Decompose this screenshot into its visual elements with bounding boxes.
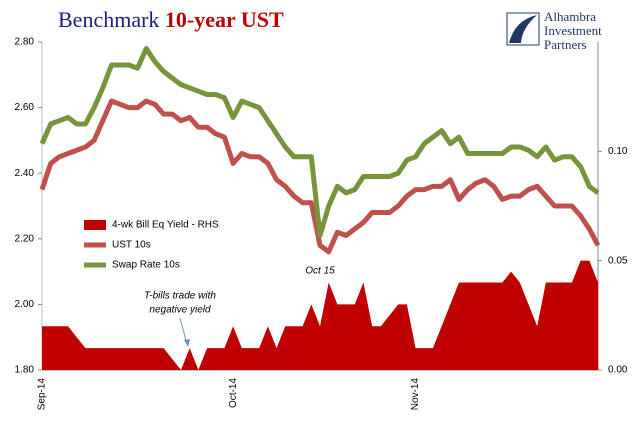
chart-title: Benchmark 10-year UST [58,7,284,32]
logo-mark [509,15,537,43]
y-tick-label: 2.00 [15,299,35,310]
area [42,260,598,370]
y2-tick-label: 0.00 [608,365,628,376]
title-highlight: 10-year UST [165,7,284,32]
y-tick-label: 2.80 [15,37,35,48]
title-main: Benchmark [58,7,159,32]
annotation: Oct 15 [305,266,335,277]
annotation-arrowhead [184,339,190,347]
x-tick-label: Nov-14 [410,378,421,411]
legend-label: 4-wk Bill Eq Yield - RHS [112,220,219,231]
x-tick-label: Oct-14 [228,378,239,408]
line [39,46,600,239]
y2-tick-label: 0.05 [608,255,628,266]
annotation: T-bills trade with [144,291,216,302]
line [39,98,601,255]
logo-text: Alhambra [544,9,596,24]
x-tick-label: Sep-14 [37,378,48,411]
y-tick-label: 2.20 [15,233,35,244]
legend-swatch [84,220,106,230]
legend-label: UST 10s [112,240,151,251]
logo-text: Investment [544,23,602,38]
y-tick-label: 2.60 [15,102,35,113]
logo-text: Partners [544,37,587,52]
legend-label: Swap Rate 10s [112,260,180,271]
y-tick-label: 1.80 [15,365,35,376]
y-tick-label: 2.40 [15,168,35,179]
logo: Alhambra Investment Partners [506,9,602,52]
annotation-arrow [179,317,188,345]
annotation: negative yield [149,305,211,316]
y2-tick-label: 0.10 [608,146,628,157]
